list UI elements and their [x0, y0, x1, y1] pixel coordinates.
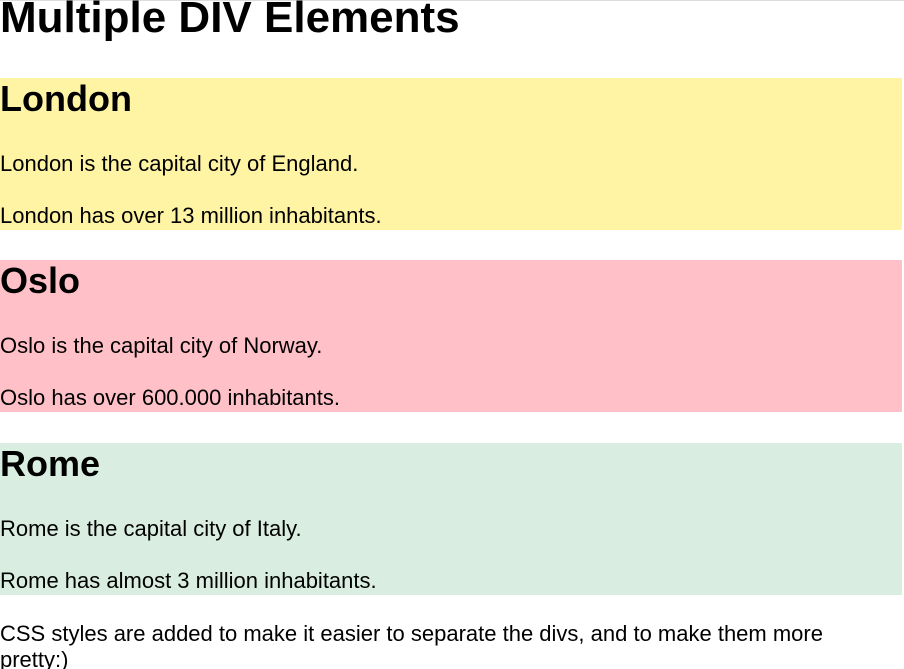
city-card-oslo: Oslo Oslo is the capital city of Norway.…	[0, 260, 902, 412]
footer-note: CSS styles are added to make it easier t…	[0, 621, 823, 669]
city-heading: Rome	[0, 443, 101, 484]
city-capital-text: Rome is the capital city of Italy.	[0, 516, 302, 541]
page-top-border	[0, 0, 904, 1]
city-card-london: London London is the capital city of Eng…	[0, 78, 902, 230]
city-population-text: London has over 13 million inhabitants.	[0, 203, 382, 228]
city-heading: London	[0, 78, 132, 119]
city-capital-text: Oslo is the capital city of Norway.	[0, 333, 323, 358]
city-card-rome: Rome Rome is the capital city of Italy. …	[0, 443, 902, 595]
city-capital-text: London is the capital city of England.	[0, 151, 359, 176]
city-population-text: Rome has almost 3 million inhabitants.	[0, 568, 377, 593]
page-title: Multiple DIV Elements	[0, 0, 460, 42]
city-population-text: Oslo has over 600.000 inhabitants.	[0, 385, 341, 410]
city-heading: Oslo	[0, 260, 81, 301]
